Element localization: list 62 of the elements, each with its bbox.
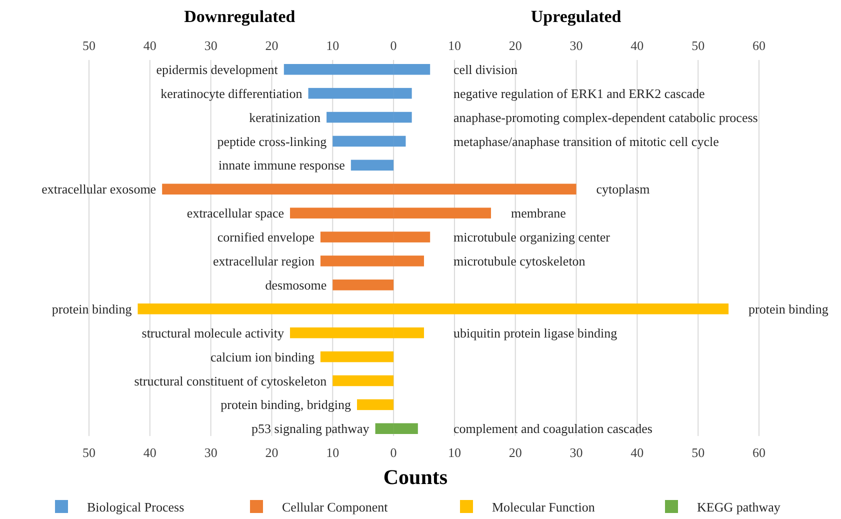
y-tick-label: protein binding, bridging <box>220 397 352 412</box>
text: Downregulated <box>184 7 296 26</box>
x-tick-label: 20 <box>508 445 522 460</box>
x2-tick-label: 20 <box>265 38 278 53</box>
x-axis-title: Counts <box>383 465 448 489</box>
bar <box>350 160 394 171</box>
bar <box>357 399 394 410</box>
x-tick-label: 20 <box>265 445 278 460</box>
x-tick-label: 0 <box>390 445 397 460</box>
y-tick-label: extracellular space <box>186 206 284 221</box>
x-tick-label: 50 <box>692 445 705 460</box>
y-tick-label: desmosome <box>265 277 327 292</box>
x-tick-label: 10 <box>448 445 461 460</box>
x-tick-label: 50 <box>82 445 96 460</box>
bar <box>320 351 394 362</box>
y-tick-label: calcium ion binding <box>210 349 315 364</box>
x-tick-label: 40 <box>630 445 644 460</box>
legend-label: Cellular Component <box>282 500 388 515</box>
bar <box>332 375 394 386</box>
y-tick-label: structural constituent of cytoskeleton <box>134 373 328 388</box>
annotation: ubiquitin protein ligase binding <box>454 325 618 340</box>
text: Upregulated <box>530 7 622 26</box>
y-tick-label: peptide cross-linking <box>217 134 328 149</box>
annotation: complement and coagulation cascades <box>454 421 652 436</box>
annotation: microtubule organizing center <box>454 230 611 245</box>
y-tick-label: extracellular region <box>213 254 315 269</box>
x-tick-label: 10 <box>326 445 340 460</box>
y-tick-label: innate immune response <box>218 158 346 173</box>
x2-tick-label: 30 <box>204 38 218 53</box>
legend-label: Molecular Function <box>492 500 596 515</box>
x2-tick-label: 40 <box>143 38 156 53</box>
x-tick-label: 60 <box>752 445 766 460</box>
y-tick-label: epidermis development <box>156 62 278 77</box>
annotation: cell division <box>454 62 518 77</box>
y-tick-label: cornified envelope <box>217 230 315 245</box>
y-tick-label: p53 signaling pathway <box>252 421 370 436</box>
annotation: protein binding <box>748 301 829 316</box>
x2-tick-label: 30 <box>570 38 583 53</box>
x-tick-label: 30 <box>570 445 583 460</box>
legend-label: Biological Process <box>87 500 184 515</box>
annotation: anaphase-promoting complex-dependent catabolic process <box>454 110 758 125</box>
annotation: microtubule cytoskeleton <box>454 254 586 269</box>
bar <box>332 280 394 290</box>
x2-tick-label: 10 <box>326 38 340 53</box>
annotation: metaphase/anaphase transition of mitotic cell cycle <box>454 134 720 149</box>
x-tick-label: 40 <box>143 445 156 460</box>
x2-tick-label: 20 <box>508 38 522 53</box>
x-tick-label: 30 <box>204 445 218 460</box>
x2-tick-label: 10 <box>448 38 461 53</box>
y-tick-label: keratinocyte differentiation <box>160 86 303 101</box>
x2-tick-label: 60 <box>752 38 766 53</box>
y-tick-label: keratinization <box>249 110 322 125</box>
y-tick-label: structural molecule activity <box>142 325 284 340</box>
legend-label: KEGG pathway <box>697 500 781 515</box>
annotation: membrane <box>511 206 566 221</box>
annotation: negative regulation of ERK1 and ERK2 cascade <box>454 86 706 101</box>
x2-tick-label: 0 <box>390 38 397 53</box>
x2-tick-label: 40 <box>630 38 644 53</box>
x2-tick-label: 50 <box>82 38 96 53</box>
x2-tick-label: 50 <box>692 38 705 53</box>
annotation: cytoplasm <box>596 182 650 197</box>
y-tick-label: extracellular exosome <box>42 182 156 197</box>
